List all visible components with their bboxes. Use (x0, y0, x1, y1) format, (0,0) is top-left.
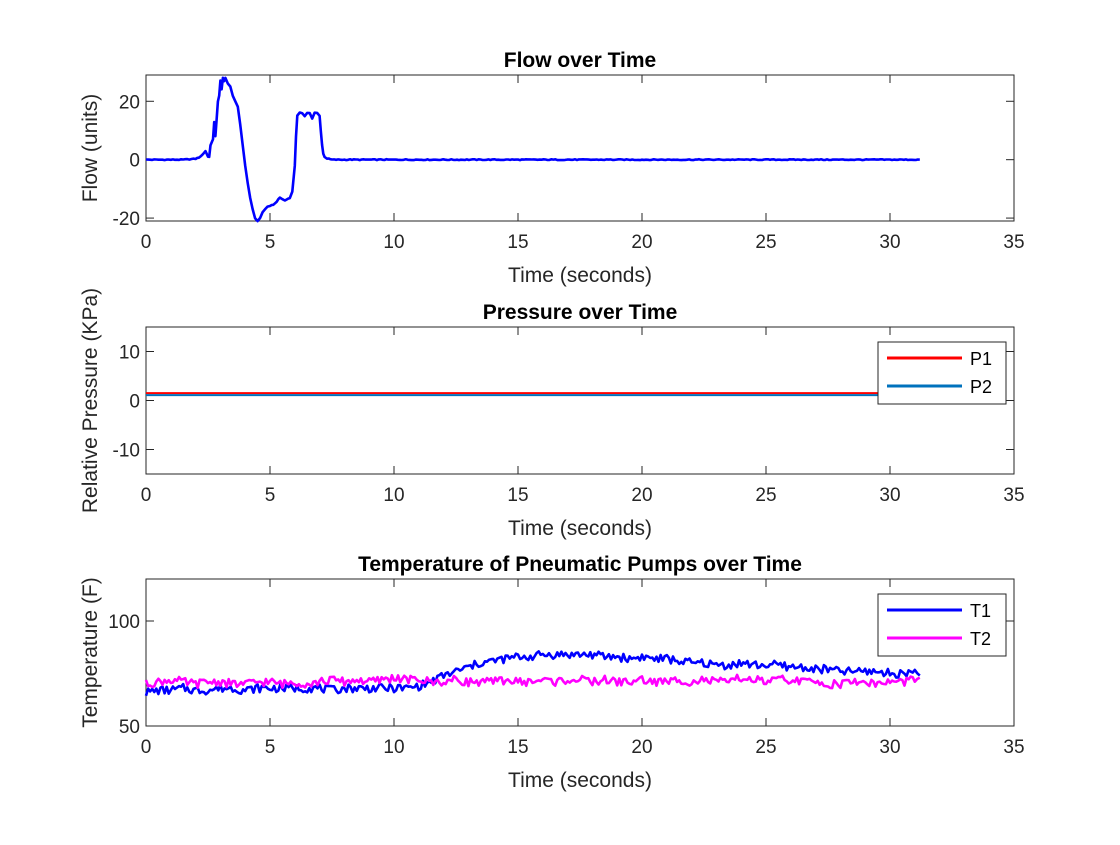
y-tick-label: 100 (108, 612, 140, 633)
y-tick-label: -10 (113, 441, 140, 462)
series-line-t1 (144, 650, 921, 697)
x-axis-label: Time (seconds) (508, 517, 652, 540)
x-tick-label: 0 (141, 485, 152, 506)
series-line-t2 (144, 673, 921, 690)
x-tick-label: 35 (1003, 232, 1024, 253)
x-tick-label: 10 (383, 737, 404, 758)
legend-label: T1 (970, 601, 991, 621)
legend-box (877, 341, 1007, 405)
x-tick-label: 15 (507, 737, 528, 758)
chart-pressure: 0 5 10 15 20 25 30 35 -10 0 10 P1 P2 Pressure over Ti… (79, 288, 1025, 540)
x-axis-label: Time (seconds) (508, 769, 652, 792)
legend-box (877, 593, 1007, 657)
x-tick-label: 15 (507, 232, 528, 253)
x-tick-label: 25 (755, 485, 776, 506)
y-tick-label: 0 (129, 392, 140, 413)
y-axis-label: Flow (units) (79, 94, 102, 203)
y-tick-label: 10 (119, 343, 140, 364)
x-tick-label: 30 (879, 485, 900, 506)
x-tick-label: 30 (879, 737, 900, 758)
y-tick-label: 20 (119, 92, 140, 113)
x-tick-label: 5 (265, 232, 276, 253)
x-tick-label: 15 (507, 485, 528, 506)
chart-title: Flow over Time (504, 49, 657, 72)
y-tick-label: -20 (113, 209, 140, 230)
x-tick-label: 20 (631, 232, 652, 253)
chart-temperature: 0 5 10 15 20 25 30 35 50 100 T1 T2 Temperature of Pn… (79, 553, 1025, 792)
x-tick-label: 25 (755, 737, 776, 758)
axes-box (145, 74, 1015, 222)
legend-label: T2 (970, 629, 991, 649)
y-tick-label: 50 (119, 717, 140, 738)
x-tick-label: 10 (383, 232, 404, 253)
y-axis-label: Temperature (F) (79, 577, 102, 728)
legend-label: P2 (970, 377, 992, 397)
x-tick-label: 30 (879, 232, 900, 253)
x-tick-label: 20 (631, 737, 652, 758)
y-axis-label: Relative Pressure (KPa) (79, 288, 102, 513)
y-tick-label: 0 (129, 151, 140, 172)
legend-label: P1 (970, 349, 992, 369)
x-tick-label: 0 (141, 737, 152, 758)
x-axis-label: Time (seconds) (508, 264, 652, 287)
x-tick-label: 25 (755, 232, 776, 253)
x-tick-label: 5 (265, 485, 276, 506)
chart-title: Pressure over Time (483, 301, 678, 324)
chart-title: Temperature of Pneumatic Pumps over Time (358, 553, 802, 576)
axes-box (145, 326, 1015, 475)
x-tick-label: 10 (383, 485, 404, 506)
axes-box (145, 578, 1015, 727)
x-tick-label: 20 (631, 485, 652, 506)
x-tick-label: 5 (265, 737, 276, 758)
x-tick-label: 35 (1003, 737, 1024, 758)
x-tick-label: 35 (1003, 485, 1024, 506)
x-tick-label: 0 (141, 232, 152, 253)
series-line-flow (145, 76, 920, 223)
